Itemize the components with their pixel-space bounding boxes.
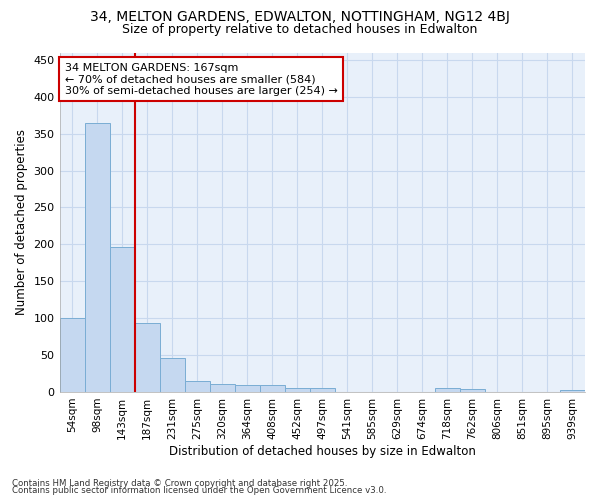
Bar <box>435 388 460 392</box>
Text: Size of property relative to detached houses in Edwalton: Size of property relative to detached ho… <box>122 22 478 36</box>
Bar <box>460 389 485 392</box>
Bar <box>310 388 335 392</box>
Bar <box>110 248 134 392</box>
Bar <box>85 122 110 392</box>
Text: 34 MELTON GARDENS: 167sqm
← 70% of detached houses are smaller (584)
30% of semi: 34 MELTON GARDENS: 167sqm ← 70% of detac… <box>65 62 338 96</box>
Bar <box>185 381 209 392</box>
Bar <box>560 390 585 392</box>
Bar <box>209 384 235 392</box>
Bar <box>59 318 85 392</box>
Y-axis label: Number of detached properties: Number of detached properties <box>15 129 28 315</box>
X-axis label: Distribution of detached houses by size in Edwalton: Distribution of detached houses by size … <box>169 444 476 458</box>
Bar <box>235 386 260 392</box>
Bar <box>134 324 160 392</box>
Bar <box>285 388 310 392</box>
Bar <box>160 358 185 392</box>
Bar <box>260 386 285 392</box>
Text: 34, MELTON GARDENS, EDWALTON, NOTTINGHAM, NG12 4BJ: 34, MELTON GARDENS, EDWALTON, NOTTINGHAM… <box>90 10 510 24</box>
Text: Contains public sector information licensed under the Open Government Licence v3: Contains public sector information licen… <box>12 486 386 495</box>
Text: Contains HM Land Registry data © Crown copyright and database right 2025.: Contains HM Land Registry data © Crown c… <box>12 478 347 488</box>
